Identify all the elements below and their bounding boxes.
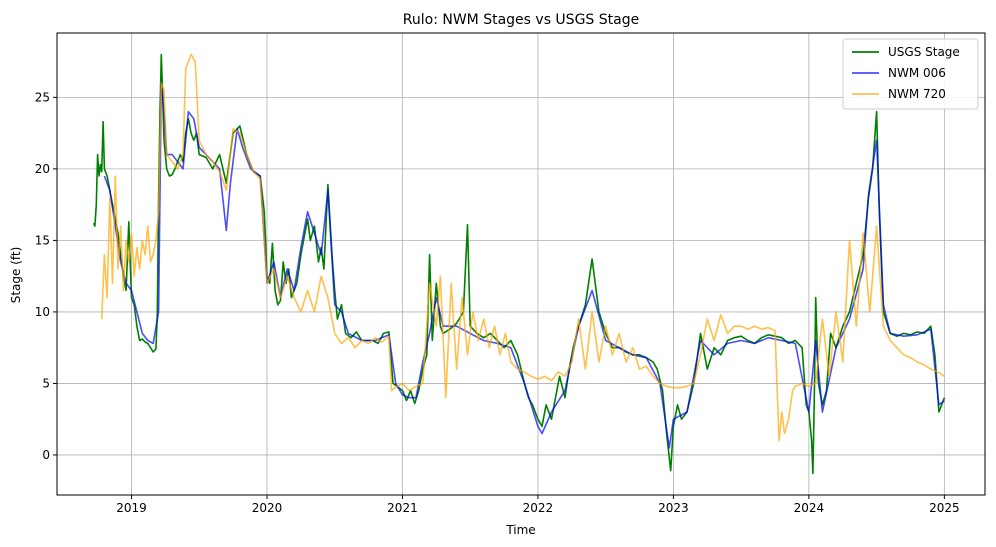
- x-axis-label: Time: [505, 523, 535, 537]
- y-tick-label: 20: [35, 162, 50, 176]
- x-tick-label: 2022: [523, 501, 554, 515]
- y-tick-label: 0: [42, 448, 50, 462]
- y-tick-label: 10: [35, 305, 50, 319]
- chart-title: Rulo: NWM Stages vs USGS Stage: [403, 12, 639, 28]
- y-axis-label: Stage (ft): [9, 247, 23, 304]
- legend-label: NWM 006: [888, 66, 946, 80]
- y-tick-label: 15: [35, 233, 50, 247]
- x-tick-label: 2025: [929, 501, 960, 515]
- y-tick-label: 5: [42, 376, 50, 390]
- series-line-nwm-006: [103, 82, 945, 449]
- x-tick-label: 2024: [794, 501, 825, 515]
- x-tick-label: 2019: [116, 501, 147, 515]
- legend-box: [842, 38, 979, 110]
- series-group: [92, 53, 946, 475]
- plot-frame: [56, 32, 986, 496]
- x-tick-label: 2020: [252, 501, 283, 515]
- x-tick-label: 2023: [658, 501, 689, 515]
- legend-label: NWM 720: [888, 87, 946, 101]
- grid: [57, 33, 985, 495]
- y-tick-label: 25: [35, 90, 50, 104]
- series-line-nwm-720: [100, 53, 945, 442]
- x-tick-label: 2021: [387, 501, 418, 515]
- legend: USGS Stage NWM 006 NWM 720: [842, 38, 979, 110]
- legend-label: USGS Stage: [888, 45, 960, 59]
